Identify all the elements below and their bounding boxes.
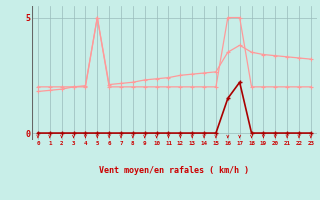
X-axis label: Vent moyen/en rafales ( km/h ): Vent moyen/en rafales ( km/h ): [100, 166, 249, 175]
